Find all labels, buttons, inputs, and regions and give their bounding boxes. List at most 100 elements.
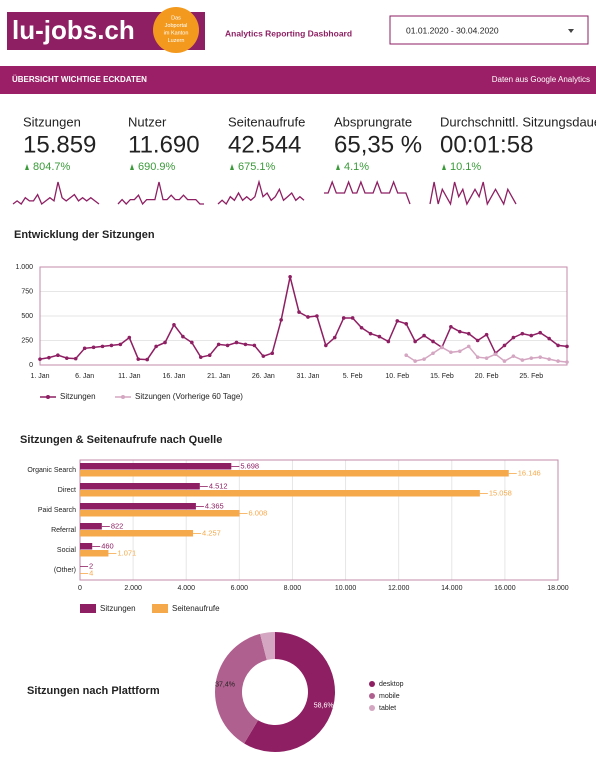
point — [297, 310, 301, 314]
point — [154, 344, 158, 349]
point — [377, 334, 382, 339]
point — [449, 350, 453, 355]
bar — [80, 543, 93, 550]
badge-text: Jobportal — [165, 23, 188, 29]
point — [100, 344, 105, 349]
banner — [0, 66, 596, 94]
chart-title: Sitzungen & Seitenaufrufe nach Quelle — [20, 434, 222, 446]
value-label: 5.698 — [240, 461, 259, 470]
bar — [80, 483, 200, 490]
point — [520, 358, 525, 362]
point — [243, 342, 248, 347]
x-tick-label: 18.000 — [547, 585, 569, 592]
x-tick-label: 21. Jan — [207, 373, 230, 380]
point — [359, 325, 364, 330]
point — [315, 314, 319, 318]
badge-text: Luzern — [168, 38, 185, 44]
value-label: 460 — [101, 541, 114, 550]
point — [47, 355, 51, 360]
x-tick-label: 10.000 — [335, 585, 357, 592]
x-tick-label: 6.000 — [231, 585, 249, 592]
value-label: 16.146 — [518, 468, 541, 477]
point — [547, 336, 551, 341]
point — [207, 353, 212, 358]
point — [413, 359, 417, 363]
kpi-arrow — [25, 164, 29, 170]
point — [413, 339, 417, 344]
point — [261, 354, 266, 358]
point — [181, 334, 185, 339]
x-tick-label: 0 — [78, 585, 82, 592]
point — [395, 319, 400, 323]
badge — [153, 7, 199, 53]
kpi-label: Seitenaufrufe — [228, 114, 305, 129]
point — [56, 353, 60, 358]
value-label: 4.257 — [202, 528, 221, 537]
value-label: 4.512 — [209, 481, 228, 490]
bar — [80, 530, 194, 537]
badge-text: Das — [171, 15, 181, 21]
plot-frame — [79, 459, 559, 581]
point — [466, 344, 471, 349]
x-tick-label: 14.000 — [441, 585, 463, 592]
value-label: 1.071 — [117, 548, 136, 557]
kpi-change: 4.1% — [344, 161, 369, 173]
point — [341, 316, 346, 320]
bar — [80, 463, 232, 470]
sparkline — [324, 180, 411, 205]
point — [547, 357, 551, 361]
point — [306, 315, 310, 319]
legend-dot — [369, 681, 375, 687]
x-tick-label: 16.000 — [494, 585, 516, 592]
point — [493, 352, 498, 357]
point — [529, 356, 534, 360]
legend-label: mobile — [379, 693, 400, 700]
bar — [80, 523, 102, 530]
plot-frame — [39, 266, 568, 366]
x-tick-label: 6. Jan — [75, 373, 94, 380]
point — [368, 331, 373, 336]
sparkline — [429, 181, 517, 206]
logo: lu-jobs.ch — [12, 15, 135, 45]
date-picker[interactable] — [389, 15, 589, 45]
point — [466, 331, 471, 336]
point — [73, 356, 78, 361]
kpi-arrow — [230, 164, 234, 170]
badge-text: im Kanton — [164, 30, 189, 36]
point — [198, 355, 203, 359]
value-label: 4.365 — [205, 501, 224, 510]
bar — [80, 470, 509, 477]
kpi-label: Durchschnittl. Sitzungsdauer — [440, 114, 596, 129]
point — [386, 339, 391, 344]
x-tick-label: 4.000 — [177, 585, 195, 592]
x-tick-label: 15. Feb — [430, 373, 454, 380]
y-tick-label: 500 — [21, 313, 33, 320]
point — [190, 340, 194, 345]
x-tick-label: 25. Feb — [519, 373, 543, 380]
legend-dot — [121, 395, 125, 399]
point — [127, 335, 132, 340]
point — [565, 344, 569, 349]
y-tick-label: Direct — [58, 487, 76, 494]
point — [91, 345, 96, 350]
kpi-change: 690.9% — [138, 161, 176, 173]
y-tick-label: Organic Search — [27, 467, 76, 474]
date-range[interactable]: 01.01.2020 - 30.04.2020 — [406, 25, 499, 35]
kpi-change: 675.1% — [238, 161, 276, 173]
value-label: 4 — [89, 568, 93, 577]
kpi-arrow — [130, 164, 134, 170]
point — [511, 335, 516, 340]
kpi-value: 11.690 — [128, 131, 200, 158]
point — [109, 343, 114, 348]
x-tick-label: 16. Jan — [162, 373, 185, 380]
point — [422, 333, 426, 338]
kpi-value: 00:01:58 — [440, 131, 533, 158]
kpi-label: Nutzer — [128, 114, 167, 129]
point — [475, 338, 480, 343]
x-tick-label: 11. Jan — [118, 373, 141, 380]
legend-dot — [369, 705, 375, 711]
banner-right: Daten aus Google Analytics — [492, 75, 590, 84]
x-tick-label: 8.000 — [284, 585, 302, 592]
kpi-arrow — [442, 164, 446, 170]
point — [556, 343, 560, 348]
